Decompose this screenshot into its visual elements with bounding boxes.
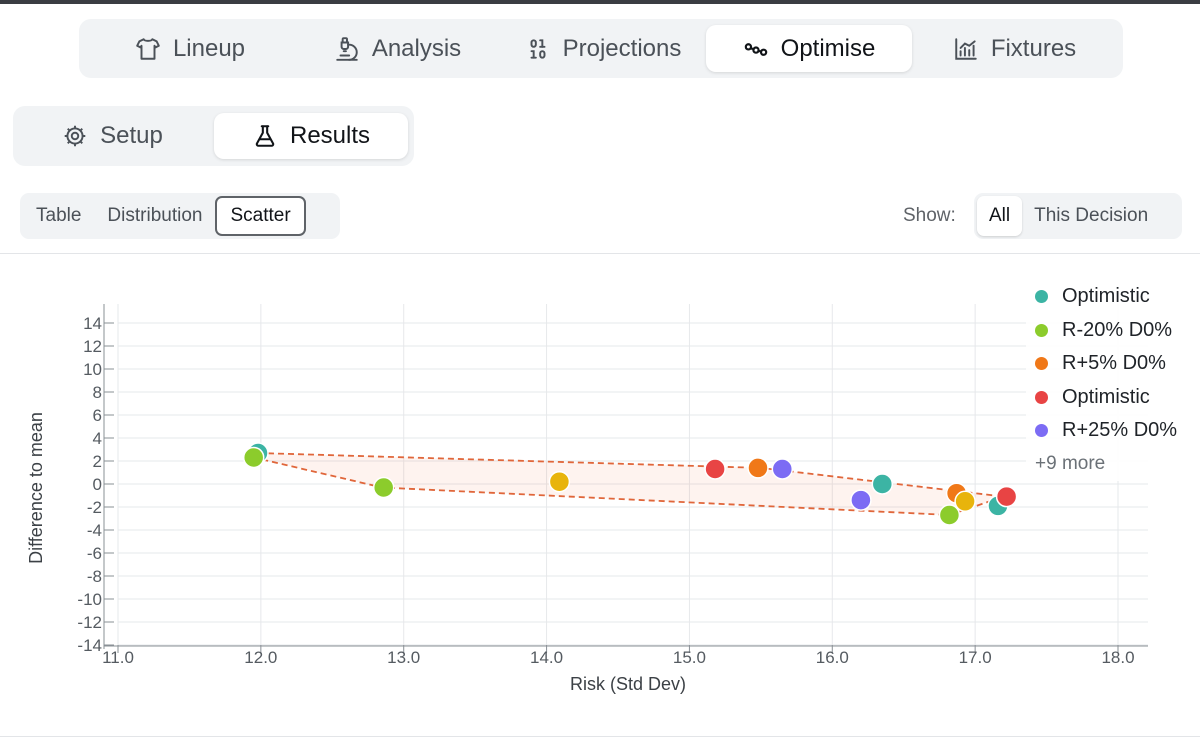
tab-analysis-label: Analysis xyxy=(371,34,462,62)
legend-more-link[interactable]: +9 more xyxy=(1035,453,1106,474)
scatter-point xyxy=(938,504,961,526)
scatter-point xyxy=(871,473,894,495)
scatter-point xyxy=(954,490,976,513)
x-tick-label: 14.0 xyxy=(530,648,563,667)
tab-lineup-label: Lineup xyxy=(172,34,246,62)
gear-icon xyxy=(64,125,86,147)
tab-lineup[interactable]: Lineup xyxy=(85,25,295,72)
y-tick-label: 8 xyxy=(93,383,102,402)
scatter-point xyxy=(850,489,872,511)
legend-label: Optimistic xyxy=(1062,385,1150,408)
x-tick-label: 12.0 xyxy=(244,648,277,667)
y-tick-label: 6 xyxy=(93,406,102,425)
bottom-divider xyxy=(0,736,1200,737)
x-tick-label: 13.0 xyxy=(387,648,420,667)
x-tick-label: 17.0 xyxy=(959,648,992,667)
scatter-point xyxy=(704,458,726,480)
tab-optimise-label: Optimise xyxy=(780,34,876,62)
y-tick-label: -6 xyxy=(87,544,102,563)
chart-legend: Optimistic R-20% D0% R+5% D0% Optimistic… xyxy=(1026,280,1186,481)
legend-swatch xyxy=(1035,323,1048,337)
y-tick-label: 12 xyxy=(83,337,102,356)
legend-label: R-20% D0% xyxy=(1062,318,1173,341)
scatter-point xyxy=(747,457,769,479)
view-table-button[interactable]: Table xyxy=(36,205,82,226)
bar-chart-icon xyxy=(955,37,977,60)
sub-tab-bar: Setup Results xyxy=(13,106,414,166)
chart-points xyxy=(242,442,1018,526)
show-all-button[interactable]: All xyxy=(977,196,1023,236)
show-label: Show: xyxy=(903,205,956,226)
scatter-point xyxy=(242,446,265,469)
legend-swatch xyxy=(1035,290,1048,304)
scatter-point xyxy=(372,476,395,499)
tab-fixtures-label: Fixtures xyxy=(990,34,1077,62)
legend-label: R+25% D0% xyxy=(1062,419,1178,442)
tab-setup[interactable]: Setup xyxy=(19,113,206,159)
binary-icon xyxy=(530,38,546,59)
waypoints-icon xyxy=(744,42,767,56)
tab-analysis[interactable]: Analysis xyxy=(295,25,500,72)
show-this-decision-button[interactable]: This Decision xyxy=(1034,205,1149,226)
y-tick-label: 4 xyxy=(93,429,102,448)
view-distribution-button[interactable]: Distribution xyxy=(107,205,203,226)
y-tick-label: -12 xyxy=(77,613,102,632)
x-axis-title: Risk (Std Dev) xyxy=(570,674,686,694)
view-scatter-button[interactable]: Scatter xyxy=(215,196,306,236)
show-toggle: All This Decision xyxy=(974,193,1182,239)
y-tick-label: 2 xyxy=(93,452,102,471)
flask-icon xyxy=(255,125,275,147)
chart-grid xyxy=(117,304,1148,646)
window-top-edge xyxy=(0,0,1200,4)
legend-item[interactable]: R+25% D0% xyxy=(1026,414,1186,448)
view-toggle: Table Distribution Scatter xyxy=(20,193,340,239)
x-tick-label: 18.0 xyxy=(1101,648,1134,667)
y-tick-label: -2 xyxy=(87,498,102,517)
legend-swatch xyxy=(1035,357,1048,371)
main-tab-bar: Lineup Analysis Projections Optimise Fix… xyxy=(79,19,1123,78)
legend-item[interactable]: Optimistic xyxy=(1026,381,1186,415)
tab-results-label: Results xyxy=(289,122,371,149)
tab-results[interactable]: Results xyxy=(214,113,408,159)
tab-optimise[interactable]: Optimise xyxy=(706,25,912,72)
x-tick-label: 16.0 xyxy=(816,648,849,667)
y-tick-label: -14 xyxy=(77,636,102,655)
legend-label: R+5% D0% xyxy=(1062,352,1166,375)
y-tick-label: 14 xyxy=(83,314,102,333)
y-tick-label: 0 xyxy=(93,475,102,494)
x-tick-label: 11.0 xyxy=(102,648,134,667)
y-tick-label: 10 xyxy=(83,360,102,379)
y-tick-label: -10 xyxy=(77,590,102,609)
legend-item[interactable]: R-20% D0% xyxy=(1026,314,1186,348)
tab-projections-label: Projections xyxy=(562,34,682,62)
legend-item[interactable]: Optimistic xyxy=(1026,280,1186,314)
y-axis-title: Difference to mean xyxy=(26,412,46,564)
x-tick-label: 15.0 xyxy=(673,648,706,667)
y-tick-label: -4 xyxy=(87,521,102,540)
tab-projections[interactable]: Projections xyxy=(500,25,706,72)
legend-swatch xyxy=(1035,424,1048,438)
microscope-icon xyxy=(336,36,358,61)
scatter-point xyxy=(995,485,1018,508)
legend-item[interactable]: R+5% D0% xyxy=(1026,347,1186,381)
scatter-point xyxy=(548,470,571,493)
tab-setup-label: Setup xyxy=(100,122,163,149)
toolbar-divider xyxy=(0,253,1200,254)
scatter-point xyxy=(771,458,794,480)
y-tick-label: -8 xyxy=(87,567,102,586)
tab-fixtures[interactable]: Fixtures xyxy=(912,25,1117,72)
shirt-icon xyxy=(136,37,160,60)
legend-label: Optimistic xyxy=(1062,285,1150,308)
legend-swatch xyxy=(1035,390,1048,404)
